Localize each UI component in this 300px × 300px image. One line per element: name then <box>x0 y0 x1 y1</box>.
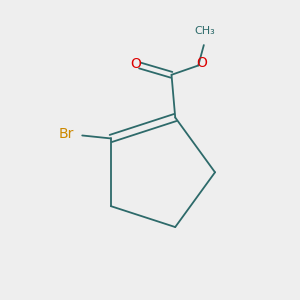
Text: Br: Br <box>58 127 74 141</box>
Text: CH₃: CH₃ <box>194 26 215 36</box>
Text: O: O <box>196 56 207 70</box>
Text: O: O <box>130 57 141 71</box>
